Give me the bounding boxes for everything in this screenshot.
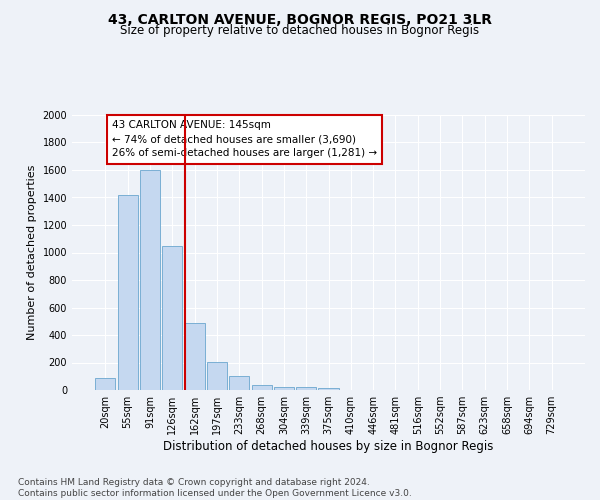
Text: 43, CARLTON AVENUE, BOGNOR REGIS, PO21 3LR: 43, CARLTON AVENUE, BOGNOR REGIS, PO21 3… [108,12,492,26]
Bar [185,322,205,390]
Bar [251,384,272,390]
Bar [140,170,160,390]
X-axis label: Distribution of detached houses by size in Bognor Regis: Distribution of detached houses by size … [163,440,494,453]
Bar [162,246,182,390]
Text: Contains HM Land Registry data © Crown copyright and database right 2024.
Contai: Contains HM Land Registry data © Crown c… [18,478,412,498]
Bar [229,376,249,390]
Bar [274,386,294,390]
Bar [95,378,115,390]
Text: Size of property relative to detached houses in Bognor Regis: Size of property relative to detached ho… [121,24,479,37]
Bar [319,388,338,390]
Bar [296,387,316,390]
Bar [118,194,138,390]
Y-axis label: Number of detached properties: Number of detached properties [27,165,37,340]
Text: 43 CARLTON AVENUE: 145sqm
← 74% of detached houses are smaller (3,690)
26% of se: 43 CARLTON AVENUE: 145sqm ← 74% of detac… [112,120,377,158]
Bar [207,362,227,390]
